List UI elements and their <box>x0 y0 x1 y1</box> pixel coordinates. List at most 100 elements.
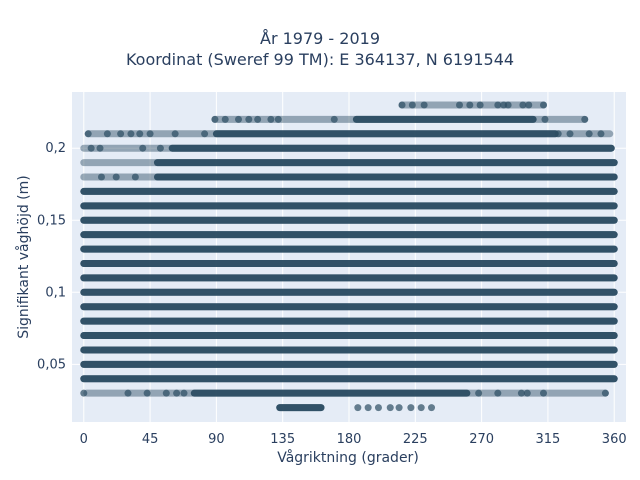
data-point <box>597 130 605 138</box>
data-point <box>475 389 483 397</box>
data-point <box>180 389 188 397</box>
data-point <box>494 101 502 109</box>
dense-band <box>212 130 559 138</box>
data-point <box>131 173 139 181</box>
data-point <box>386 404 394 412</box>
chart-title-line1: År 1979 - 2019 <box>260 29 380 48</box>
data-point <box>539 389 547 397</box>
data-point <box>504 101 512 109</box>
y-tick-label: 0,2 <box>45 141 66 156</box>
data-point <box>428 404 436 412</box>
data-point <box>97 173 105 181</box>
data-point <box>173 389 181 397</box>
data-point <box>87 144 95 152</box>
data-point <box>112 173 120 181</box>
y-tick-label: 0,05 <box>37 357 66 372</box>
data-point <box>245 115 253 123</box>
data-point <box>156 144 164 152</box>
data-points <box>80 101 609 412</box>
dense-band <box>80 187 618 195</box>
data-point <box>456 101 464 109</box>
data-point <box>364 404 372 412</box>
data-point <box>267 115 275 123</box>
x-axis-title: Vågriktning (grader) <box>277 449 419 466</box>
y-tick-label: 0,1 <box>45 285 66 300</box>
data-point <box>127 130 135 138</box>
dense-band <box>190 389 471 397</box>
data-point <box>124 389 132 397</box>
dense-band <box>80 317 618 325</box>
data-point <box>274 115 282 123</box>
data-point <box>517 389 525 397</box>
data-point <box>395 404 403 412</box>
dense-band <box>80 231 618 239</box>
data-point <box>136 130 144 138</box>
x-tick-label: 135 <box>270 432 295 447</box>
data-point <box>354 404 362 412</box>
y-axis-title: Signifikant våghöjd (m) <box>15 175 32 338</box>
data-point <box>103 130 111 138</box>
data-point <box>211 115 219 123</box>
data-point <box>146 130 154 138</box>
dense-band <box>153 159 618 167</box>
data-point <box>234 115 242 123</box>
x-axis-ticks: 0 45 90 135 180 225 270 315 360 <box>80 432 627 447</box>
data-point <box>96 144 104 152</box>
data-point <box>84 130 92 138</box>
dense-band <box>80 288 618 296</box>
data-point <box>171 130 179 138</box>
dense-band <box>352 115 537 123</box>
x-tick-label: 315 <box>535 432 560 447</box>
data-bands <box>80 101 618 412</box>
dense-band <box>153 173 618 181</box>
chart-title-line2: Koordinat (Sweref 99 TM): E 364137, N 61… <box>125 50 515 69</box>
dense-band <box>80 202 618 210</box>
dense-band <box>80 360 618 368</box>
data-point <box>554 130 562 138</box>
data-point <box>117 130 125 138</box>
dense-band <box>80 332 618 340</box>
dense-band <box>80 346 618 354</box>
data-point <box>162 389 170 397</box>
data-point <box>601 389 609 397</box>
data-point <box>539 101 547 109</box>
data-point <box>80 389 88 397</box>
chart-title: År 1979 - 2019 Koordinat (Sweref 99 TM):… <box>0 28 640 70</box>
dense-band <box>80 245 618 253</box>
x-tick-label: 180 <box>337 432 362 447</box>
data-point <box>541 115 549 123</box>
data-point <box>330 115 338 123</box>
dense-band <box>80 274 618 282</box>
dense-band <box>168 144 615 152</box>
data-point <box>374 404 382 412</box>
dense-band <box>80 259 618 267</box>
dense-band <box>80 216 618 224</box>
dense-band <box>80 375 618 383</box>
data-point <box>585 130 593 138</box>
data-point <box>201 130 209 138</box>
data-point <box>408 101 416 109</box>
x-tick-label: 45 <box>142 432 159 447</box>
x-tick-label: 0 <box>80 432 88 447</box>
data-point <box>494 389 502 397</box>
data-point <box>566 130 574 138</box>
data-point <box>525 101 533 109</box>
y-axis-ticks: 0,05 0,1 0,15 0,2 <box>37 141 66 372</box>
data-point <box>254 115 262 123</box>
data-point <box>523 389 531 397</box>
x-tick-label: 360 <box>602 432 627 447</box>
data-point <box>466 101 474 109</box>
data-point <box>221 115 229 123</box>
data-point <box>398 101 406 109</box>
data-point <box>420 101 428 109</box>
x-tick-label: 90 <box>208 432 225 447</box>
dense-band <box>276 404 325 412</box>
dense-band <box>80 303 618 311</box>
data-point <box>139 144 147 152</box>
x-tick-label: 270 <box>469 432 494 447</box>
data-point <box>519 101 527 109</box>
data-point <box>407 404 415 412</box>
data-point <box>476 101 484 109</box>
data-point <box>143 389 151 397</box>
